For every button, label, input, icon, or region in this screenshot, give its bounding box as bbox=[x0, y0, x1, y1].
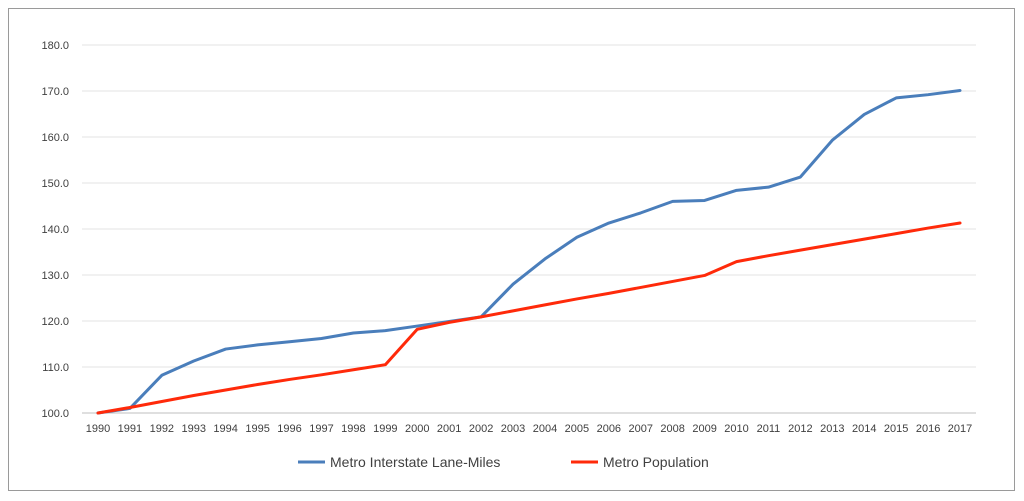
x-tick-label: 2010 bbox=[724, 423, 748, 435]
x-tick-label: 2001 bbox=[437, 423, 461, 435]
x-tick-label: 1997 bbox=[309, 423, 333, 435]
x-tick-label: 1995 bbox=[245, 423, 269, 435]
x-tick-label: 2011 bbox=[757, 423, 781, 435]
x-tick-label: 1991 bbox=[118, 423, 142, 435]
x-tick-label: 2015 bbox=[884, 423, 908, 435]
x-tick-label: 2017 bbox=[948, 423, 972, 435]
x-tick-label: 1996 bbox=[277, 423, 301, 435]
series-line-population bbox=[96, 221, 962, 415]
x-tick-label: 2007 bbox=[629, 423, 653, 435]
x-tick-label: 2006 bbox=[597, 423, 621, 435]
y-tick-label: 160.0 bbox=[41, 132, 69, 144]
y-axis-ticks: 100.0 110.0 120.0 130.0 140.0 150.0 160.0 170.0… bbox=[41, 40, 69, 420]
x-tick-label: 2013 bbox=[820, 423, 844, 435]
y-tick-label: 150.0 bbox=[41, 178, 69, 190]
x-tick-label: 1993 bbox=[182, 423, 206, 435]
x-tick-label: 2005 bbox=[565, 423, 589, 435]
series-line-lane-miles bbox=[96, 89, 962, 415]
x-tick-label: 2002 bbox=[469, 423, 493, 435]
x-tick-label: 2009 bbox=[692, 423, 716, 435]
x-tick-label: 1992 bbox=[150, 423, 174, 435]
x-tick-label: 2000 bbox=[405, 423, 429, 435]
x-tick-label: 2016 bbox=[916, 423, 940, 435]
x-tick-label: 1999 bbox=[373, 423, 397, 435]
x-tick-label: 1998 bbox=[341, 423, 365, 435]
chart-frame bbox=[8, 8, 1015, 491]
legend: Metro Interstate Lane-Miles Metro Popula… bbox=[298, 454, 709, 470]
y-tick-label: 170.0 bbox=[41, 86, 69, 98]
x-tick-label: 2004 bbox=[533, 423, 557, 435]
y-tick-label: 110.0 bbox=[42, 362, 69, 374]
series-lines bbox=[96, 89, 962, 415]
y-tick-label: 140.0 bbox=[41, 224, 69, 236]
x-tick-label: 1994 bbox=[213, 423, 237, 435]
legend-label-lane-miles: Metro Interstate Lane-Miles bbox=[330, 454, 500, 470]
x-tick-label: 2003 bbox=[501, 423, 525, 435]
x-tick-label: 2014 bbox=[852, 423, 876, 435]
y-tick-label: 180.0 bbox=[41, 40, 69, 52]
x-tick-label: 1990 bbox=[86, 423, 110, 435]
x-tick-label: 2012 bbox=[788, 423, 812, 435]
x-tick-label: 2008 bbox=[660, 423, 684, 435]
x-axis-ticks: 1990 1991 1992 1993 1994 1995 1996 1997 1998 1999… bbox=[86, 423, 973, 435]
y-tick-label: 120.0 bbox=[41, 316, 69, 328]
gridlines bbox=[82, 44, 976, 368]
y-tick-label: 130.0 bbox=[41, 270, 69, 282]
legend-label-population: Metro Population bbox=[603, 454, 709, 470]
y-tick-label: 100.0 bbox=[41, 408, 69, 420]
